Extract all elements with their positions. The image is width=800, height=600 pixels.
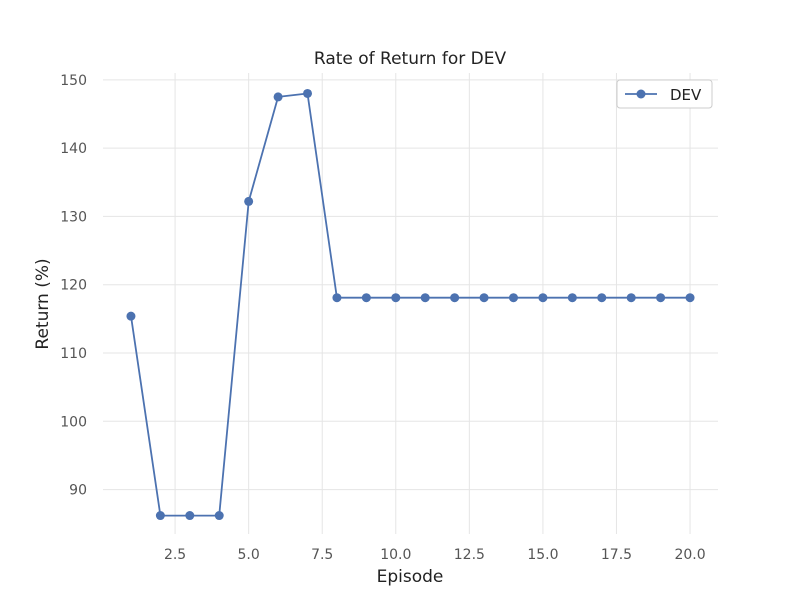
y-tick-label: 140: [60, 141, 87, 157]
chart-title: Rate of Return for DEV: [314, 49, 507, 69]
data-point: [391, 293, 401, 303]
data-point: [214, 511, 224, 521]
data-point: [303, 88, 313, 98]
y-tick-label: 120: [60, 278, 87, 294]
data-point: [656, 293, 666, 303]
legend-box: [616, 79, 713, 109]
legend: DEV: [616, 79, 713, 109]
y-tick-label: 130: [60, 209, 87, 225]
y-tick-labels: 90 100 110 120 130 140 150: [60, 73, 87, 499]
data-point: [420, 293, 430, 303]
data-point: [361, 293, 371, 303]
data-point: [332, 293, 342, 303]
data-point: [244, 196, 254, 206]
grid: [103, 73, 718, 534]
data-point: [273, 92, 283, 102]
legend-marker-swatch: [636, 89, 646, 99]
data-point: [479, 293, 489, 303]
data-point: [450, 293, 460, 303]
x-tick-label: 20.0: [674, 547, 705, 563]
data-point: [126, 311, 136, 321]
legend-label: DEV: [670, 86, 702, 104]
x-tick-label: 2.5: [164, 547, 186, 563]
x-axis-label: Episode: [377, 567, 444, 587]
x-tick-label: 15.0: [527, 547, 558, 563]
data-point: [185, 511, 195, 521]
data-point: [538, 293, 548, 303]
data-point: [567, 293, 577, 303]
x-tick-label: 17.5: [601, 547, 632, 563]
x-tick-label: 12.5: [454, 547, 485, 563]
x-tick-label: 5.0: [238, 547, 260, 563]
y-tick-label: 150: [60, 73, 87, 89]
data-point: [508, 293, 518, 303]
data-point: [685, 293, 695, 303]
x-tick-label: 7.5: [311, 547, 333, 563]
x-tick-label: 10.0: [380, 547, 411, 563]
y-tick-label: 90: [69, 483, 87, 499]
data-point: [155, 511, 165, 521]
data-point: [626, 293, 636, 303]
y-tick-label: 110: [60, 346, 87, 362]
y-tick-label: 100: [60, 414, 87, 430]
series-line-dev: [130, 92, 690, 517]
data-point: [597, 293, 607, 303]
x-tick-labels: 2.5 5.0 7.5 10.0 12.5 15.0 17.5 20.0: [164, 547, 706, 563]
series-layer: [126, 88, 695, 521]
y-axis-label: Return (%): [33, 258, 53, 349]
